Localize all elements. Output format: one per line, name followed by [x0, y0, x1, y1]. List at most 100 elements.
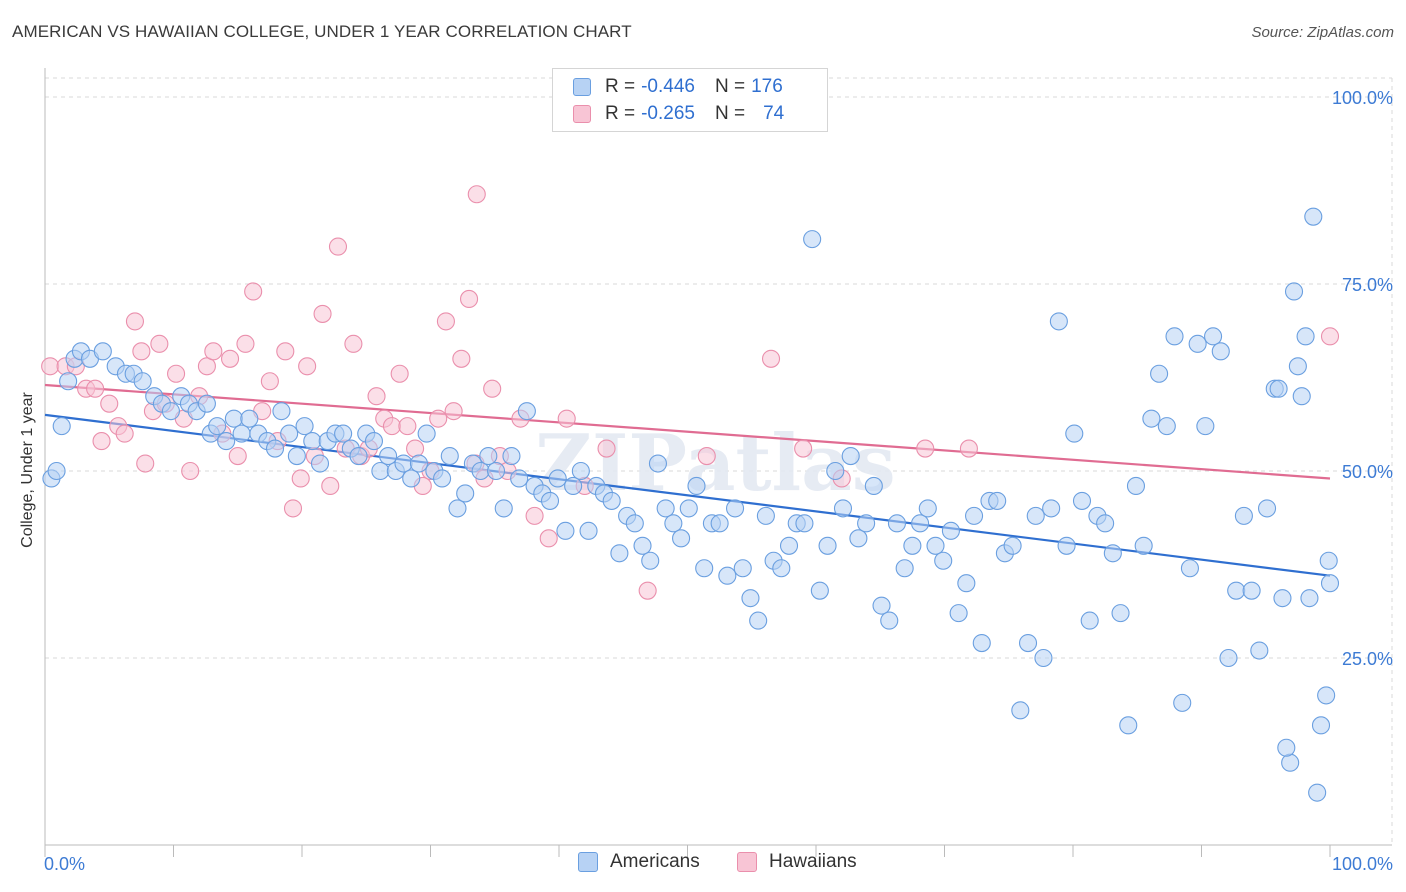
- hawaiian-point: [115, 424, 134, 443]
- hawaiian-point: [291, 469, 310, 488]
- american-point: [417, 424, 436, 443]
- american-point: [872, 596, 891, 615]
- source-label: Source: ZipAtlas.com: [1251, 24, 1394, 41]
- american-point: [517, 402, 536, 421]
- american-point: [1304, 207, 1323, 226]
- american-point: [161, 402, 180, 421]
- hawaiian-point: [244, 282, 263, 301]
- hawaiian-point: [236, 334, 255, 353]
- hawaiian-point: [344, 334, 363, 353]
- american-point: [217, 432, 236, 451]
- legend-item-americans[interactable]: Americans: [578, 851, 700, 873]
- american-point: [1273, 589, 1292, 608]
- american-point: [548, 469, 567, 488]
- american-point: [1057, 536, 1076, 555]
- n-label: N =: [714, 103, 746, 124]
- american-point: [1288, 357, 1307, 376]
- american-point: [941, 521, 960, 540]
- hawaiian-point: [100, 394, 119, 413]
- american-point: [133, 372, 152, 391]
- hawaiian-point: [436, 312, 455, 331]
- american-point: [394, 454, 413, 473]
- legend-label-hawaiians: Hawaiians: [769, 851, 857, 872]
- american-point: [1296, 327, 1315, 346]
- hawaiian-point: [150, 334, 169, 353]
- american-point: [272, 402, 291, 421]
- american-point: [903, 536, 922, 555]
- hawaiian-point: [92, 432, 111, 451]
- american-point: [1308, 783, 1327, 802]
- american-point: [471, 461, 490, 481]
- american-point: [918, 499, 937, 518]
- american-point: [602, 491, 621, 510]
- american-point: [949, 604, 968, 623]
- american-point: [988, 491, 1007, 510]
- hawaiian-point: [916, 439, 935, 458]
- american-point: [93, 342, 112, 361]
- hawaiian-point: [467, 185, 486, 204]
- american-point: [494, 499, 513, 518]
- american-point: [710, 514, 729, 533]
- american-point: [857, 514, 876, 533]
- american-point: [571, 461, 590, 481]
- american-point: [1211, 342, 1230, 361]
- american-point: [1119, 716, 1138, 735]
- american-point: [448, 499, 467, 518]
- r-label: R =: [605, 76, 636, 97]
- hawaiian-point: [390, 364, 409, 383]
- american-point: [1257, 499, 1277, 518]
- american-point: [1219, 648, 1238, 668]
- american-point: [1103, 544, 1122, 563]
- american-point: [1300, 589, 1319, 608]
- hawaiian-point: [539, 529, 558, 548]
- american-point: [718, 566, 737, 585]
- hawaiian-point: [398, 417, 417, 436]
- american-point: [1277, 738, 1296, 757]
- american-point: [1042, 499, 1061, 518]
- american-point: [1269, 379, 1288, 398]
- hawaiian-point: [761, 349, 781, 368]
- american-point: [1049, 312, 1068, 331]
- american-point: [502, 446, 521, 466]
- american-point: [672, 529, 691, 548]
- hawaiian-point: [86, 379, 105, 398]
- american-point: [1284, 282, 1304, 301]
- hawaiian-point: [276, 342, 295, 361]
- american-point: [887, 514, 907, 533]
- american-point: [364, 432, 384, 451]
- american-point: [841, 446, 860, 466]
- american-point: [1003, 536, 1022, 555]
- hawaiian-point: [367, 387, 386, 406]
- series-legend: Americans Hawaiians: [0, 851, 1406, 877]
- legend-row-hawaiians: R = -0.265 N = 74: [573, 102, 784, 126]
- american-point: [240, 409, 259, 428]
- american-point: [810, 581, 829, 600]
- americans-swatch: [573, 78, 591, 96]
- hawaiian-point: [557, 409, 576, 428]
- american-point: [1034, 648, 1053, 668]
- american-point: [224, 409, 243, 428]
- american-point: [749, 611, 768, 630]
- american-point: [725, 499, 745, 518]
- american-point: [265, 439, 285, 458]
- american-point: [208, 417, 227, 436]
- american-point: [1180, 559, 1199, 578]
- american-point: [1157, 417, 1176, 436]
- american-point: [280, 424, 299, 443]
- american-point: [1080, 611, 1099, 630]
- american-point: [679, 499, 698, 518]
- hawaiian-point: [638, 581, 657, 600]
- correlation-legend: R = -0.446 N = 176 R = -0.265 N = 74: [552, 68, 828, 132]
- hawaiian-point: [959, 439, 978, 458]
- hawaiian-point: [697, 446, 716, 466]
- american-point: [402, 469, 421, 488]
- x-tick-label: 100.0%: [1332, 854, 1393, 874]
- hawaiian-point: [794, 439, 813, 458]
- legend-item-hawaiians[interactable]: Hawaiians: [737, 851, 857, 873]
- american-point: [641, 551, 660, 570]
- american-point: [1111, 604, 1130, 623]
- hawaiian-point: [260, 372, 279, 391]
- american-point: [47, 461, 66, 481]
- american-point: [540, 491, 560, 510]
- american-point: [1292, 387, 1311, 406]
